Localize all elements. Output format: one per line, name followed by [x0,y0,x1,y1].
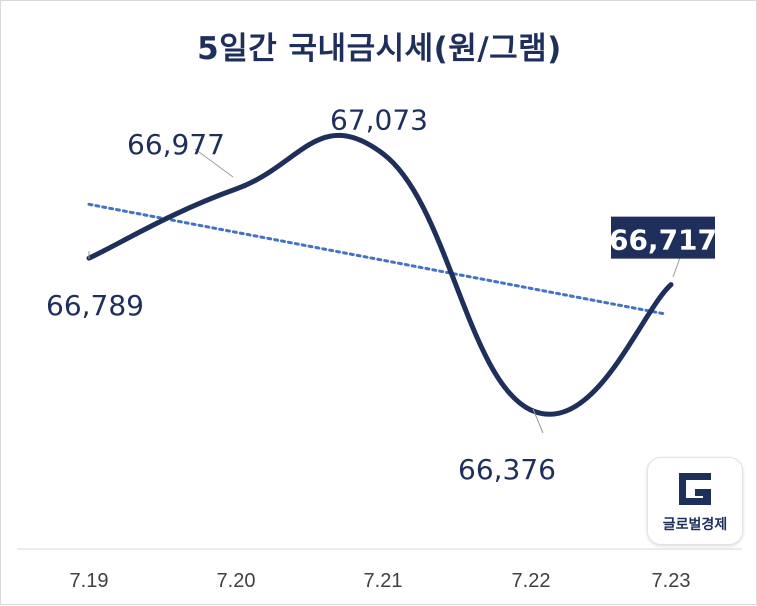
data-label-leader [194,148,234,178]
chart-title: 5일간 국내금시세(원/그램) [197,31,562,67]
x-tick-label: 7.20 [217,570,256,592]
x-tick-label: 7.21 [364,570,403,592]
highlight-label-box [611,216,715,259]
x-tick-label: 7.19 [70,570,109,592]
trendline [87,202,667,316]
logo-text: 글로벌경제 [662,517,728,533]
publisher-logo: 글로벌경제 [647,457,743,545]
x-tick-label: 7.23 [652,570,691,592]
series-line [86,132,674,417]
data-label: 66,717 [609,224,717,257]
data-label: 66,789 [46,289,144,322]
data-label-leader [672,254,682,278]
data-label: 67,073 [330,104,428,137]
data-label-leader [532,408,544,434]
g-logo-icon [679,473,711,505]
data-label: 66,977 [127,128,225,161]
data-label: 66,376 [458,453,556,486]
x-tick-label: 7.22 [512,570,551,592]
